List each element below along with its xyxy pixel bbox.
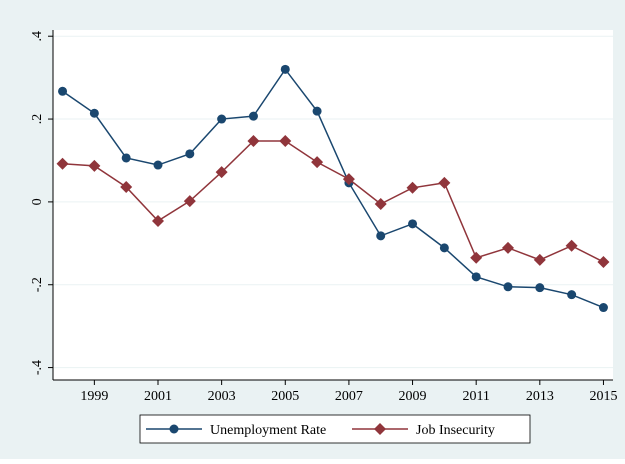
marker <box>438 176 451 189</box>
marker <box>342 173 355 186</box>
marker <box>89 108 99 118</box>
marker <box>439 243 449 253</box>
x-tick-label: 2001 <box>144 389 172 404</box>
series-line <box>62 140 604 263</box>
marker <box>312 106 322 116</box>
marker <box>169 424 179 434</box>
x-tick-label: 2009 <box>399 389 427 404</box>
y-tick-label: -.4 <box>30 360 45 375</box>
x-tick-label: 2013 <box>526 389 554 404</box>
marker <box>567 290 577 300</box>
marker <box>374 197 387 210</box>
marker <box>598 303 608 313</box>
y-tick-label: .2 <box>30 114 45 125</box>
marker <box>311 156 324 169</box>
marker <box>535 283 545 293</box>
marker <box>565 239 578 252</box>
marker <box>88 159 101 172</box>
marker <box>217 114 227 124</box>
marker <box>471 272 481 282</box>
marker <box>503 282 513 292</box>
marker <box>280 64 290 74</box>
marker <box>533 253 546 266</box>
marker <box>185 149 195 159</box>
marker <box>121 153 131 163</box>
x-tick-label: 1999 <box>80 389 108 404</box>
marker <box>183 195 196 208</box>
marker <box>597 255 610 268</box>
marker <box>215 166 228 179</box>
plot-area <box>53 30 613 380</box>
legend-label: Job Insecurity <box>416 423 495 438</box>
x-tick-label: 2011 <box>462 389 489 404</box>
marker <box>152 214 164 227</box>
marker <box>376 231 386 241</box>
x-tick-label: 2015 <box>589 389 617 404</box>
marker <box>408 219 418 229</box>
y-tick-label: .4 <box>30 31 45 42</box>
marker <box>406 181 419 194</box>
y-tick-label: -.2 <box>30 277 45 292</box>
marker <box>374 423 386 435</box>
marker <box>470 251 483 264</box>
legend: Unemployment Rate Job Insecurity <box>139 414 531 444</box>
series-line <box>62 68 604 309</box>
x-tick-label: 2005 <box>271 389 299 404</box>
marker <box>502 241 514 254</box>
x-tick-label: 2007 <box>335 389 363 404</box>
legend-box <box>139 414 531 444</box>
marker <box>153 160 163 170</box>
x-tick-label: 2003 <box>208 389 236 404</box>
marker <box>247 135 260 148</box>
marker <box>56 157 69 170</box>
legend-label: Unemployment Rate <box>210 423 326 438</box>
marker <box>248 111 258 121</box>
marker <box>279 135 292 148</box>
marker <box>58 86 68 96</box>
marker <box>120 180 133 193</box>
y-tick-label: 0 <box>30 198 45 205</box>
